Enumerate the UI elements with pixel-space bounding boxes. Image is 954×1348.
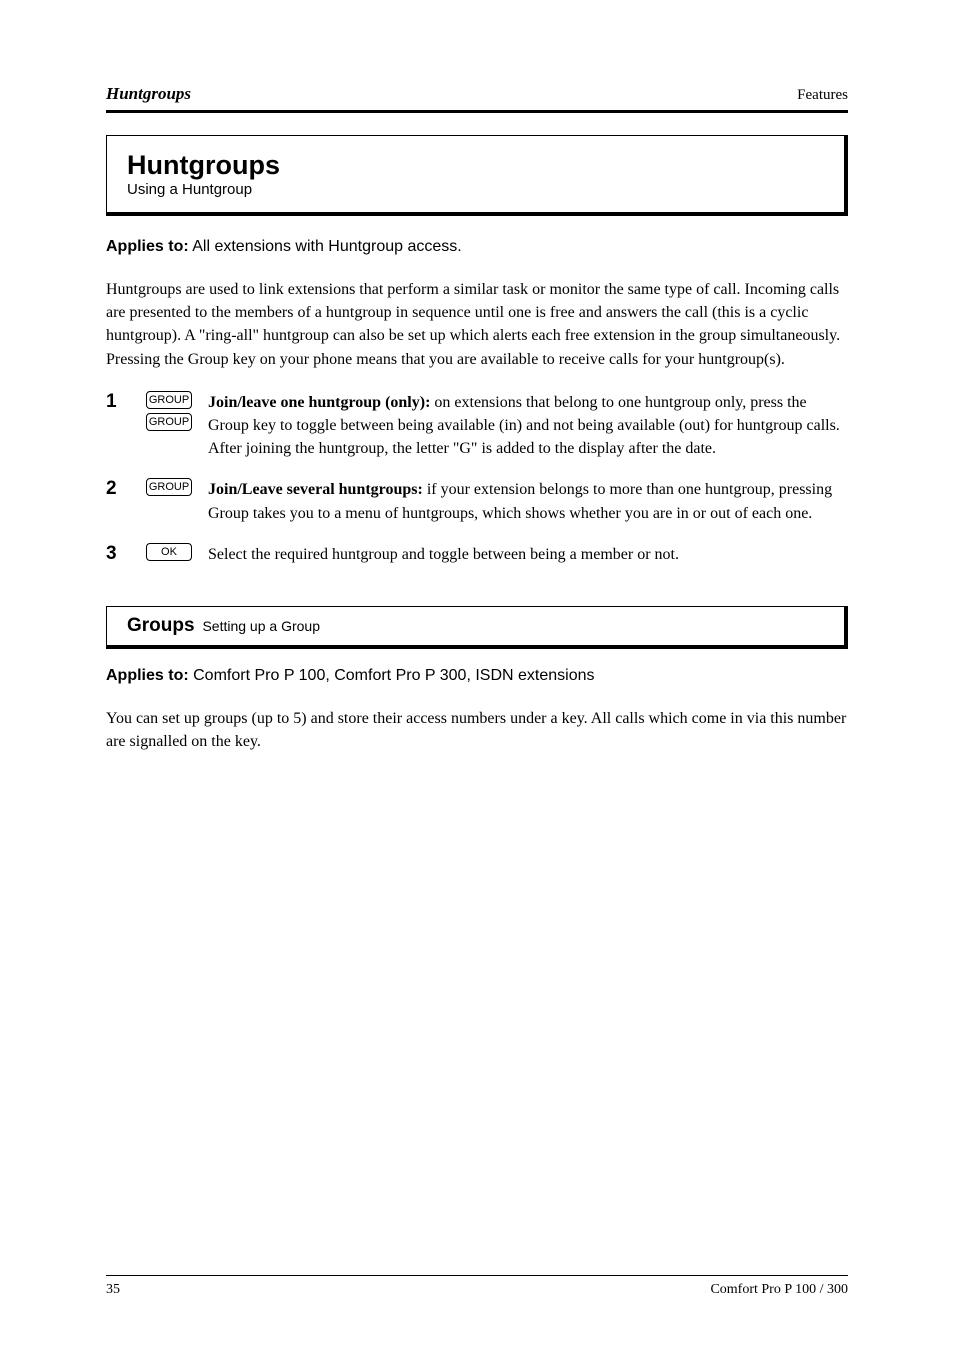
applies-to-value: All extensions with Huntgroup access. — [192, 238, 461, 255]
applies-to-value-2: Comfort Pro P 100, Comfort Pro P 300, IS… — [193, 667, 594, 684]
section-title: Huntgroups — [127, 150, 824, 181]
step-keys: GROUP — [146, 478, 208, 500]
applies-to-label-2: Applies to: — [106, 667, 189, 684]
section-box-2: Groups Setting up a Group — [106, 606, 848, 649]
section-title-2: Groups — [127, 615, 195, 636]
title-box: Huntgroups Using a Huntgroup — [106, 135, 848, 216]
step-number: 1 — [106, 391, 146, 413]
page-number: 35 — [106, 1282, 120, 1298]
step-1: 1 GROUP GROUP Join/leave one huntgroup (… — [106, 391, 848, 461]
outro-paragraph: You can set up groups (up to 5) and stor… — [106, 707, 848, 753]
step-number: 2 — [106, 478, 146, 500]
step-keys: OK — [146, 543, 208, 565]
step-keys: GROUP GROUP — [146, 391, 208, 435]
header-left-title: Huntgroups — [106, 84, 191, 104]
step-3: 3 OK Select the required huntgroup and t… — [106, 543, 848, 566]
header-rule — [106, 110, 848, 113]
ok-keycap: OK — [146, 543, 192, 561]
group-keycap: GROUP — [146, 478, 192, 496]
group-keycap: GROUP — [146, 413, 192, 431]
header-right-label: Features — [797, 87, 848, 104]
intro-paragraph: Huntgroups are used to link extensions t… — [106, 278, 848, 371]
step-text: Join/leave one huntgroup (only): on exte… — [208, 391, 848, 461]
step-2: 2 GROUP Join/Leave several huntgroups: i… — [106, 478, 848, 524]
applies-to: Applies to: All extensions with Huntgrou… — [106, 238, 848, 256]
step-text: Select the required huntgroup and toggle… — [208, 543, 848, 566]
applies-to-2: Applies to: Comfort Pro P 100, Comfort P… — [106, 667, 848, 685]
section-subtitle: Using a Huntgroup — [127, 181, 824, 198]
page-header: Huntgroups Features — [106, 84, 848, 104]
step-text: Join/Leave several huntgroups: if your e… — [208, 478, 848, 524]
footer-product: Comfort Pro P 100 / 300 — [710, 1282, 848, 1298]
applies-to-label: Applies to: — [106, 238, 189, 255]
footer-rule — [106, 1275, 848, 1276]
step-number: 3 — [106, 543, 146, 565]
page-footer: 35 Comfort Pro P 100 / 300 — [106, 1275, 848, 1298]
group-keycap: GROUP — [146, 391, 192, 409]
section-subtitle-2: Setting up a Group — [199, 618, 320, 634]
